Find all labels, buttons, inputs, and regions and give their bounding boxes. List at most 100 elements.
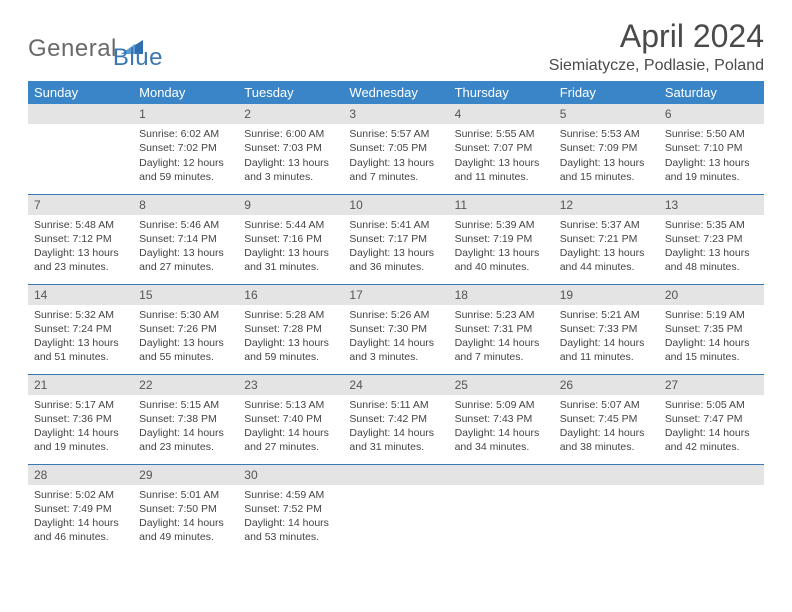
sunrise-text: Sunrise: 5:17 AM [34,398,127,412]
calendar-cell: 17 Sunrise: 5:26 AMSunset: 7:30 PMDayligh… [343,284,448,374]
day-number [554,465,659,485]
sunrise-text: Sunrise: 5:32 AM [34,308,127,322]
sunset-text: Sunset: 7:36 PM [34,412,127,426]
day-number: 28 [28,465,133,485]
daylight-text-1: Daylight: 13 hours [455,156,548,170]
daylight-text-1: Daylight: 13 hours [244,246,337,260]
calendar-cell: 28Sunrise: 5:02 AMSunset: 7:49 PMDayligh… [28,464,133,554]
day-number: 4 [449,104,554,124]
calendar-cell: 22Sunrise: 5:15 AMSunset: 7:38 PMDayligh… [133,374,238,464]
dayhead-wednesday: Wednesday [343,81,448,104]
sunset-text: Sunset: 7:02 PM [139,141,232,155]
sunrise-text: Sunrise: 5:26 AM [349,308,442,322]
daylight-text-2: and 53 minutes. [244,530,337,544]
calendar-cell: 4Sunrise: 5:55 AMSunset: 7:07 PMDaylight… [449,104,554,194]
daylight-text-2: and 55 minutes. [139,350,232,364]
calendar-cell: 12Sunrise: 5:37 AMSunset: 7:21 PMDayligh… [554,194,659,284]
calendar-week-row: 21Sunrise: 5:17 AMSunset: 7:36 PMDayligh… [28,374,764,464]
daylight-text-1: Daylight: 13 hours [560,156,653,170]
dayhead-monday: Monday [133,81,238,104]
day-number [659,465,764,485]
sunset-text: Sunset: 7:45 PM [560,412,653,426]
sunset-text: Sunset: 7:12 PM [34,232,127,246]
calendar-cell: 30Sunrise: 4:59 AMSunset: 7:52 PMDayligh… [238,464,343,554]
daylight-text-1: Daylight: 14 hours [139,426,232,440]
calendar-cell: 9Sunrise: 5:44 AMSunset: 7:16 PMDaylight… [238,194,343,284]
day-number: 29 [133,465,238,485]
day-number: 19 [554,285,659,305]
calendar-table: Sunday Monday Tuesday Wednesday Thursday… [28,81,764,554]
calendar-cell [28,104,133,194]
daylight-text-2: and 34 minutes. [455,440,548,454]
sunset-text: Sunset: 7:30 PM [349,322,442,336]
calendar-cell [449,464,554,554]
calendar-week-row: 28Sunrise: 5:02 AMSunset: 7:49 PMDayligh… [28,464,764,554]
day-number: 7 [28,195,133,215]
daylight-text-1: Daylight: 14 hours [560,336,653,350]
sunset-text: Sunset: 7:52 PM [244,502,337,516]
day-number: 5 [554,104,659,124]
sunset-text: Sunset: 7:14 PM [139,232,232,246]
sunset-text: Sunset: 7:42 PM [349,412,442,426]
sunrise-text: Sunrise: 5:21 AM [560,308,653,322]
calendar-cell: 25Sunrise: 5:09 AMSunset: 7:43 PMDayligh… [449,374,554,464]
sunrise-text: Sunrise: 5:02 AM [34,488,127,502]
daylight-text-1: Daylight: 13 hours [349,246,442,260]
day-number: 26 [554,375,659,395]
calendar-cell: 24Sunrise: 5:11 AMSunset: 7:42 PMDayligh… [343,374,448,464]
daylight-text-1: Daylight: 14 hours [349,336,442,350]
dayhead-tuesday: Tuesday [238,81,343,104]
daylight-text-2: and 3 minutes. [349,350,442,364]
day-number [449,465,554,485]
calendar-cell: 26Sunrise: 5:07 AMSunset: 7:45 PMDayligh… [554,374,659,464]
sunrise-text: Sunrise: 5:57 AM [349,127,442,141]
calendar-cell: 13Sunrise: 5:35 AMSunset: 7:23 PMDayligh… [659,194,764,284]
daylight-text-2: and 36 minutes. [349,260,442,274]
page: General Blue April 2024 Siemiatycze, Pod… [0,0,792,554]
calendar-cell [659,464,764,554]
sunrise-text: Sunrise: 5:39 AM [455,218,548,232]
calendar-cell: 15Sunrise: 5:30 AMSunset: 7:26 PMDayligh… [133,284,238,374]
dayhead-friday: Friday [554,81,659,104]
calendar-cell: 29Sunrise: 5:01 AMSunset: 7:50 PMDayligh… [133,464,238,554]
sunset-text: Sunset: 7:17 PM [349,232,442,246]
daylight-text-2: and 40 minutes. [455,260,548,274]
day-number: 1 [133,104,238,124]
day-number: 20 [659,285,764,305]
day-number [343,465,448,485]
calendar-cell: 10Sunrise: 5:41 AMSunset: 7:17 PMDayligh… [343,194,448,284]
daylight-text-2: and 51 minutes. [34,350,127,364]
sunset-text: Sunset: 7:19 PM [455,232,548,246]
day-number: 17 [343,285,448,305]
daylight-text-1: Daylight: 14 hours [665,426,758,440]
sunrise-text: Sunrise: 5:55 AM [455,127,548,141]
daylight-text-2: and 11 minutes. [560,350,653,364]
sunset-text: Sunset: 7:31 PM [455,322,548,336]
daylight-text-1: Daylight: 13 hours [139,246,232,260]
daylight-text-2: and 38 minutes. [560,440,653,454]
daylight-text-2: and 42 minutes. [665,440,758,454]
daylight-text-2: and 49 minutes. [139,530,232,544]
day-number: 16 [238,285,343,305]
sunrise-text: Sunrise: 5:48 AM [34,218,127,232]
daylight-text-2: and 23 minutes. [139,440,232,454]
sunset-text: Sunset: 7:09 PM [560,141,653,155]
day-number: 10 [343,195,448,215]
sunset-text: Sunset: 7:24 PM [34,322,127,336]
daylight-text-1: Daylight: 12 hours [139,156,232,170]
day-number [28,104,133,124]
calendar-cell: 2Sunrise: 6:00 AMSunset: 7:03 PMDaylight… [238,104,343,194]
daylight-text-1: Daylight: 13 hours [34,246,127,260]
day-number: 27 [659,375,764,395]
day-number: 2 [238,104,343,124]
sunrise-text: Sunrise: 6:00 AM [244,127,337,141]
day-number: 15 [133,285,238,305]
daylight-text-1: Daylight: 14 hours [139,516,232,530]
daylight-text-1: Daylight: 14 hours [34,426,127,440]
day-number: 3 [343,104,448,124]
sunset-text: Sunset: 7:47 PM [665,412,758,426]
sunset-text: Sunset: 7:38 PM [139,412,232,426]
sunrise-text: Sunrise: 6:02 AM [139,127,232,141]
daylight-text-1: Daylight: 13 hours [244,156,337,170]
sunrise-text: Sunrise: 5:13 AM [244,398,337,412]
